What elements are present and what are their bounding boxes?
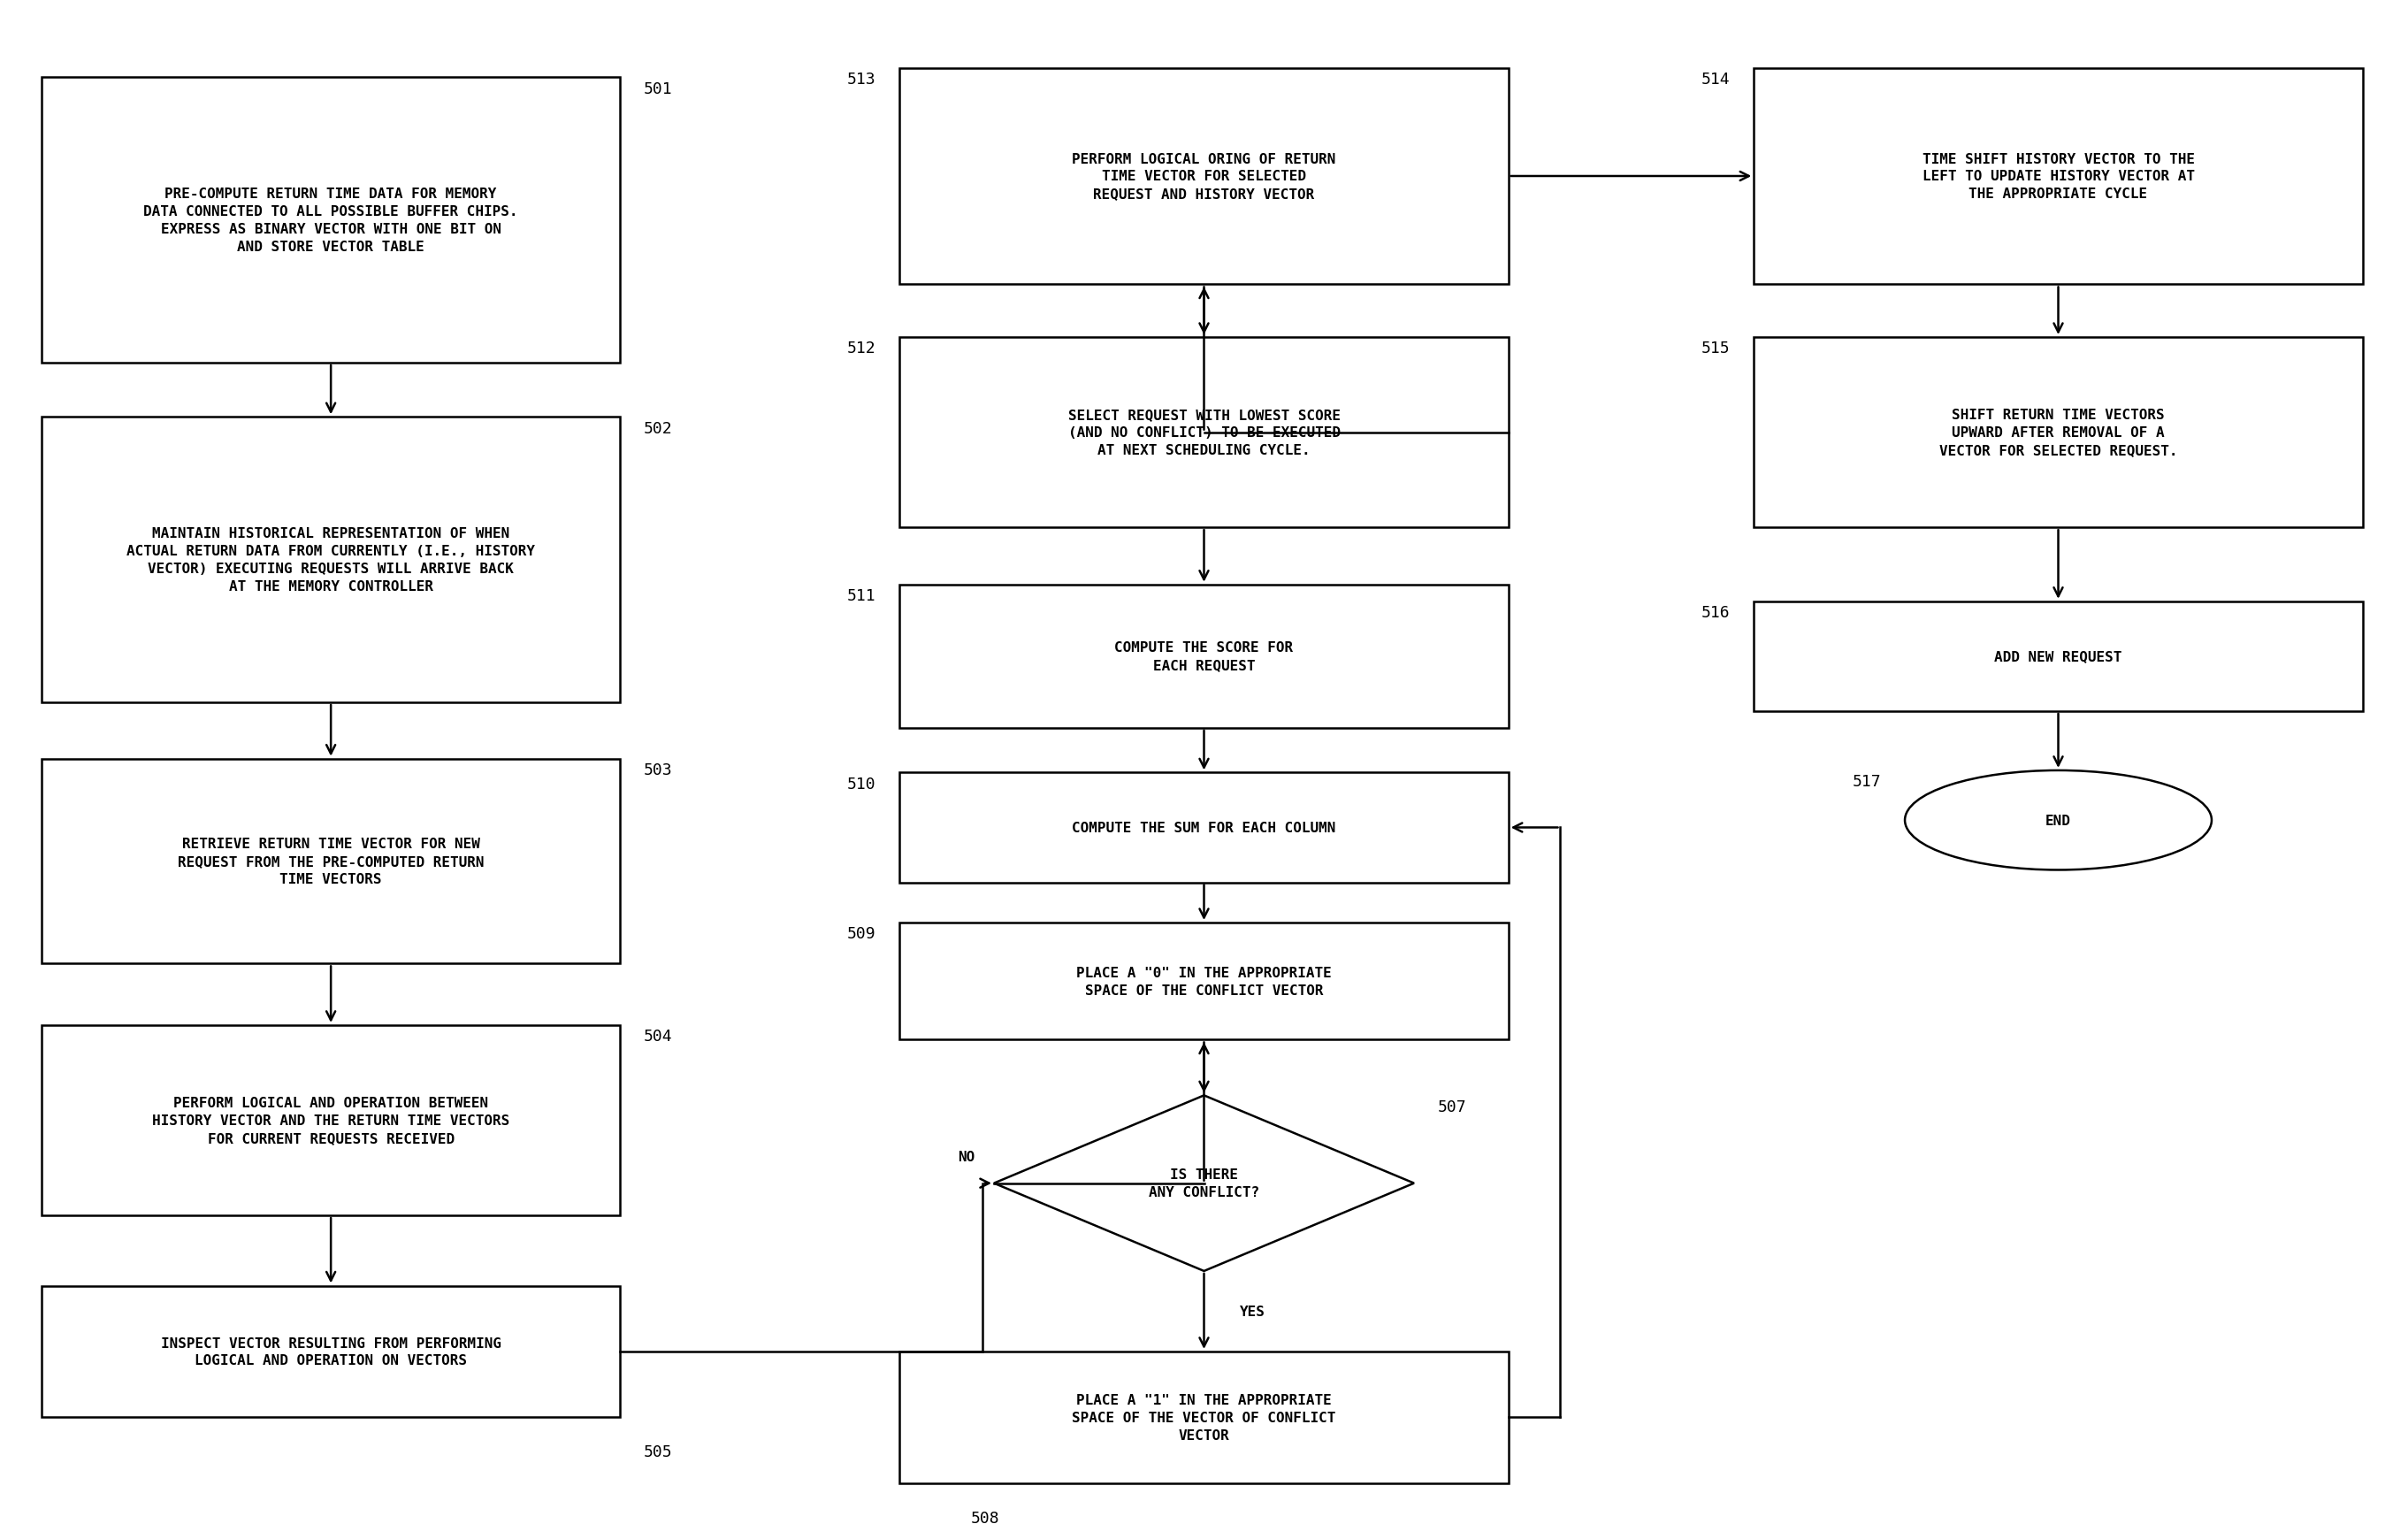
FancyBboxPatch shape: [901, 1352, 1507, 1483]
Text: 510: 510: [848, 776, 877, 792]
Text: 514: 514: [1702, 72, 1731, 87]
Text: 517: 517: [1852, 774, 1881, 789]
Text: 508: 508: [970, 1510, 999, 1524]
FancyBboxPatch shape: [1753, 338, 2362, 527]
Text: PLACE A "0" IN THE APPROPRIATE
SPACE OF THE CONFLICT VECTOR: PLACE A "0" IN THE APPROPRIATE SPACE OF …: [1076, 966, 1332, 997]
Text: COMPUTE THE SCORE FOR
EACH REQUEST: COMPUTE THE SCORE FOR EACH REQUEST: [1115, 642, 1293, 672]
Text: NO: NO: [958, 1151, 975, 1164]
Text: ADD NEW REQUEST: ADD NEW REQUEST: [1994, 651, 2121, 663]
Text: SHIFT RETURN TIME VECTORS
UPWARD AFTER REMOVAL OF A
VECTOR FOR SELECTED REQUEST.: SHIFT RETURN TIME VECTORS UPWARD AFTER R…: [1938, 408, 2177, 457]
Text: 511: 511: [848, 588, 877, 604]
Text: 504: 504: [643, 1029, 672, 1044]
FancyBboxPatch shape: [1753, 602, 2362, 712]
Text: 516: 516: [1702, 605, 1731, 620]
FancyBboxPatch shape: [901, 924, 1507, 1039]
Text: 503: 503: [643, 762, 672, 777]
Text: 505: 505: [643, 1443, 672, 1460]
FancyBboxPatch shape: [901, 69, 1507, 285]
FancyBboxPatch shape: [1753, 69, 2362, 285]
Text: PRE-COMPUTE RETURN TIME DATA FOR MEMORY
DATA CONNECTED TO ALL POSSIBLE BUFFER CH: PRE-COMPUTE RETURN TIME DATA FOR MEMORY …: [144, 187, 518, 253]
Text: INSPECT VECTOR RESULTING FROM PERFORMING
LOGICAL AND OPERATION ON VECTORS: INSPECT VECTOR RESULTING FROM PERFORMING…: [161, 1337, 501, 1367]
Ellipse shape: [1905, 771, 2211, 870]
Text: 509: 509: [848, 927, 877, 942]
FancyBboxPatch shape: [41, 418, 619, 703]
Text: MAINTAIN HISTORICAL REPRESENTATION OF WHEN
ACTUAL RETURN DATA FROM CURRENTLY (I.: MAINTAIN HISTORICAL REPRESENTATION OF WH…: [128, 527, 535, 593]
Text: PLACE A "1" IN THE APPROPRIATE
SPACE OF THE VECTOR OF CONFLICT
VECTOR: PLACE A "1" IN THE APPROPRIATE SPACE OF …: [1072, 1393, 1336, 1442]
Text: END: END: [2044, 814, 2071, 828]
FancyBboxPatch shape: [901, 773, 1507, 882]
Text: 512: 512: [848, 341, 877, 357]
Text: IS THERE
ANY CONFLICT?: IS THERE ANY CONFLICT?: [1149, 1167, 1259, 1199]
FancyBboxPatch shape: [901, 338, 1507, 527]
Text: 501: 501: [643, 81, 672, 98]
FancyBboxPatch shape: [41, 759, 619, 963]
Polygon shape: [995, 1096, 1413, 1271]
Text: 515: 515: [1702, 341, 1731, 357]
Text: PERFORM LOGICAL AND OPERATION BETWEEN
HISTORY VECTOR AND THE RETURN TIME VECTORS: PERFORM LOGICAL AND OPERATION BETWEEN HI…: [152, 1096, 510, 1145]
Text: PERFORM LOGICAL ORING OF RETURN
TIME VECTOR FOR SELECTED
REQUEST AND HISTORY VEC: PERFORM LOGICAL ORING OF RETURN TIME VEC…: [1072, 152, 1336, 201]
Text: SELECT REQUEST WITH LOWEST SCORE
(AND NO CONFLICT) TO BE EXECUTED
AT NEXT SCHEDU: SELECT REQUEST WITH LOWEST SCORE (AND NO…: [1067, 408, 1341, 457]
Text: COMPUTE THE SUM FOR EACH COLUMN: COMPUTE THE SUM FOR EACH COLUMN: [1072, 821, 1336, 835]
Text: 502: 502: [643, 421, 672, 436]
FancyBboxPatch shape: [41, 78, 619, 363]
Text: 513: 513: [848, 72, 877, 87]
FancyBboxPatch shape: [901, 585, 1507, 728]
FancyBboxPatch shape: [41, 1026, 619, 1216]
Text: RETRIEVE RETURN TIME VECTOR FOR NEW
REQUEST FROM THE PRE-COMPUTED RETURN
TIME VE: RETRIEVE RETURN TIME VECTOR FOR NEW REQU…: [178, 837, 484, 885]
Text: YES: YES: [1240, 1305, 1264, 1318]
Text: 507: 507: [1438, 1099, 1466, 1114]
FancyBboxPatch shape: [41, 1286, 619, 1417]
Text: TIME SHIFT HISTORY VECTOR TO THE
LEFT TO UPDATE HISTORY VECTOR AT
THE APPROPRIAT: TIME SHIFT HISTORY VECTOR TO THE LEFT TO…: [1922, 152, 2194, 201]
